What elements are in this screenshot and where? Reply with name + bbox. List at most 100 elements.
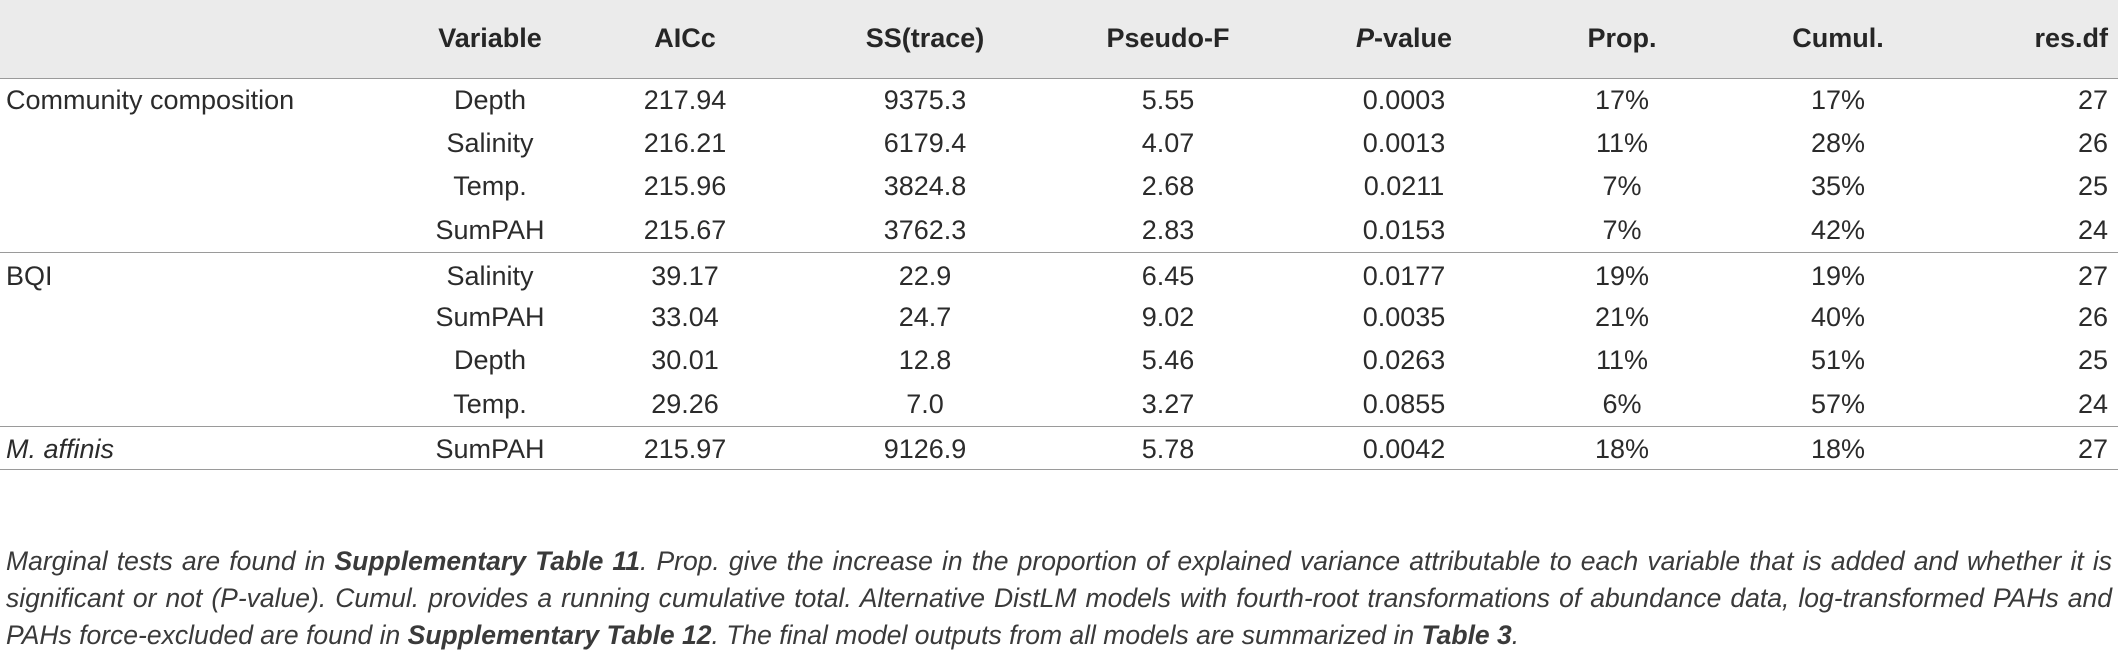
cell-cumul: 57% xyxy=(1810,388,1866,419)
cell-p-value: 0.0211 xyxy=(1363,171,1445,202)
header-p-value-suffix: -value xyxy=(1373,23,1453,54)
table-row: Community composition Depth 217.94 9375.… xyxy=(0,78,2118,122)
cell-p-value: 0.0003 xyxy=(1362,84,1446,115)
cell-variable: Salinity xyxy=(446,127,534,158)
group-label-empty xyxy=(0,383,410,427)
cell-ss: 6179.4 xyxy=(883,127,967,158)
cell-ss: 3824.8 xyxy=(883,171,967,202)
cell-ss: 7.0 xyxy=(906,388,944,419)
cell-pseudo-f: 6.45 xyxy=(1141,260,1195,291)
cell-pseudo-f: 2.68 xyxy=(1141,171,1195,202)
group-label-empty xyxy=(0,165,410,209)
cell-aicc: 33.04 xyxy=(651,301,719,332)
group-label-empty xyxy=(0,339,410,383)
header-p-value: P-value xyxy=(1286,0,1522,78)
cell-cumul: 51% xyxy=(1810,345,1866,376)
header-p-value-italic: P xyxy=(1355,23,1374,54)
cell-prop: 17% xyxy=(1594,84,1650,115)
header-pseudo-f: Pseudo-F xyxy=(1106,23,1230,54)
cell-pseudo-f: 5.46 xyxy=(1141,345,1195,376)
table-footnote: Marginal tests are found in Supplementar… xyxy=(6,543,2112,654)
cell-prop: 7% xyxy=(1602,214,1642,245)
group-label-empty xyxy=(0,296,410,340)
footnote-ref-table-3: Table 3 xyxy=(1421,620,1512,650)
cell-cumul: 35% xyxy=(1810,171,1866,202)
cell-aicc: 215.67 xyxy=(643,214,727,245)
cell-cumul: 19% xyxy=(1810,260,1866,291)
cell-res-df: 26 xyxy=(2077,301,2108,332)
cell-pseudo-f: 3.27 xyxy=(1141,388,1195,419)
header-row: Variable AICc SS(trace) Pseudo-F P-value… xyxy=(0,0,2118,78)
cell-cumul: 17% xyxy=(1810,84,1866,115)
cell-variable: Temp. xyxy=(453,388,527,419)
distlm-results-table: Variable AICc SS(trace) Pseudo-F P-value… xyxy=(0,0,2118,470)
table-row: SumPAH 33.04 24.7 9.02 0.0035 21% 40% 26 xyxy=(0,296,2118,340)
cell-res-df: 26 xyxy=(2077,127,2108,158)
cell-p-value: 0.0177 xyxy=(1362,260,1446,291)
cell-res-df: 27 xyxy=(2077,84,2108,115)
table-row: M. affinis SumPAH 215.97 9126.9 5.78 0.0… xyxy=(0,426,2118,470)
table-row: BQI Salinity 39.17 22.9 6.45 0.0177 19% … xyxy=(0,252,2118,296)
table-body: Community composition Depth 217.94 9375.… xyxy=(0,78,2118,470)
cell-variable: Temp. xyxy=(453,171,527,202)
table-row: Temp. 215.96 3824.8 2.68 0.0211 7% 35% 2… xyxy=(0,165,2118,209)
cell-res-df: 27 xyxy=(2077,434,2108,465)
header-aicc: AICc xyxy=(654,23,716,54)
cell-res-df: 24 xyxy=(2077,388,2108,419)
cell-ss: 24.7 xyxy=(898,301,952,332)
group-label-empty xyxy=(0,122,410,166)
cell-cumul: 18% xyxy=(1810,434,1866,465)
cell-prop: 19% xyxy=(1594,260,1650,291)
cell-pseudo-f: 2.83 xyxy=(1141,214,1195,245)
footnote-text: . The final model outputs from all model… xyxy=(711,620,1422,650)
cell-ss: 3762.3 xyxy=(883,214,967,245)
cell-ss: 9375.3 xyxy=(883,84,967,115)
cell-cumul: 28% xyxy=(1810,127,1866,158)
cell-variable: Depth xyxy=(453,345,527,376)
cell-p-value: 0.0153 xyxy=(1362,214,1446,245)
header-group xyxy=(0,0,410,78)
cell-pseudo-f: 4.07 xyxy=(1141,127,1195,158)
header-cumul: Cumul. xyxy=(1792,23,1884,54)
footnote-ref-supp-table-11: Supplementary Table 11 xyxy=(334,546,640,576)
cell-prop: 6% xyxy=(1602,388,1642,419)
cell-prop: 21% xyxy=(1594,301,1650,332)
footnote-ref-supp-table-12: Supplementary Table 12 xyxy=(407,620,712,650)
results-table-container: Variable AICc SS(trace) Pseudo-F P-value… xyxy=(0,0,2118,470)
cell-prop: 7% xyxy=(1602,171,1642,202)
cell-variable: SumPAH xyxy=(435,214,545,245)
cell-ss: 9126.9 xyxy=(883,434,967,465)
footnote-text: Marginal tests are found in xyxy=(6,546,335,576)
cell-res-df: 24 xyxy=(2077,214,2108,245)
cell-ss: 22.9 xyxy=(898,260,952,291)
cell-p-value: 0.0035 xyxy=(1362,301,1446,332)
group-label: BQI xyxy=(6,260,53,291)
cell-variable: SumPAH xyxy=(435,301,545,332)
cell-variable: Depth xyxy=(453,84,527,115)
cell-variable: SumPAH xyxy=(435,434,545,465)
table-header: Variable AICc SS(trace) Pseudo-F P-value… xyxy=(0,0,2118,78)
cell-p-value: 0.0042 xyxy=(1362,434,1446,465)
header-ss-trace: SS(trace) xyxy=(865,23,985,54)
header-res-df: res.df xyxy=(2034,23,2108,54)
cell-pseudo-f: 5.78 xyxy=(1141,434,1195,465)
cell-prop: 11% xyxy=(1595,345,1649,376)
cell-ss: 12.8 xyxy=(898,345,952,376)
footnote-text: . Prop. give the increase in the proport… xyxy=(6,546,2112,650)
cell-variable: Salinity xyxy=(446,260,534,291)
cell-aicc: 39.17 xyxy=(651,260,719,291)
cell-pseudo-f: 5.55 xyxy=(1141,84,1195,115)
header-variable: Variable xyxy=(438,23,542,54)
cell-aicc: 217.94 xyxy=(643,84,727,115)
cell-prop: 11% xyxy=(1595,127,1649,158)
cell-res-df: 25 xyxy=(2077,345,2108,376)
cell-prop: 18% xyxy=(1594,434,1650,465)
cell-aicc: 215.97 xyxy=(643,434,727,465)
group-label: M. affinis xyxy=(6,434,115,465)
cell-pseudo-f: 9.02 xyxy=(1141,301,1195,332)
footnote-text: . xyxy=(1511,620,1520,650)
cell-aicc: 216.21 xyxy=(643,127,727,158)
cell-p-value: 0.0013 xyxy=(1362,127,1446,158)
cell-aicc: 29.26 xyxy=(651,388,719,419)
table-row: Temp. 29.26 7.0 3.27 0.0855 6% 57% 24 xyxy=(0,383,2118,427)
